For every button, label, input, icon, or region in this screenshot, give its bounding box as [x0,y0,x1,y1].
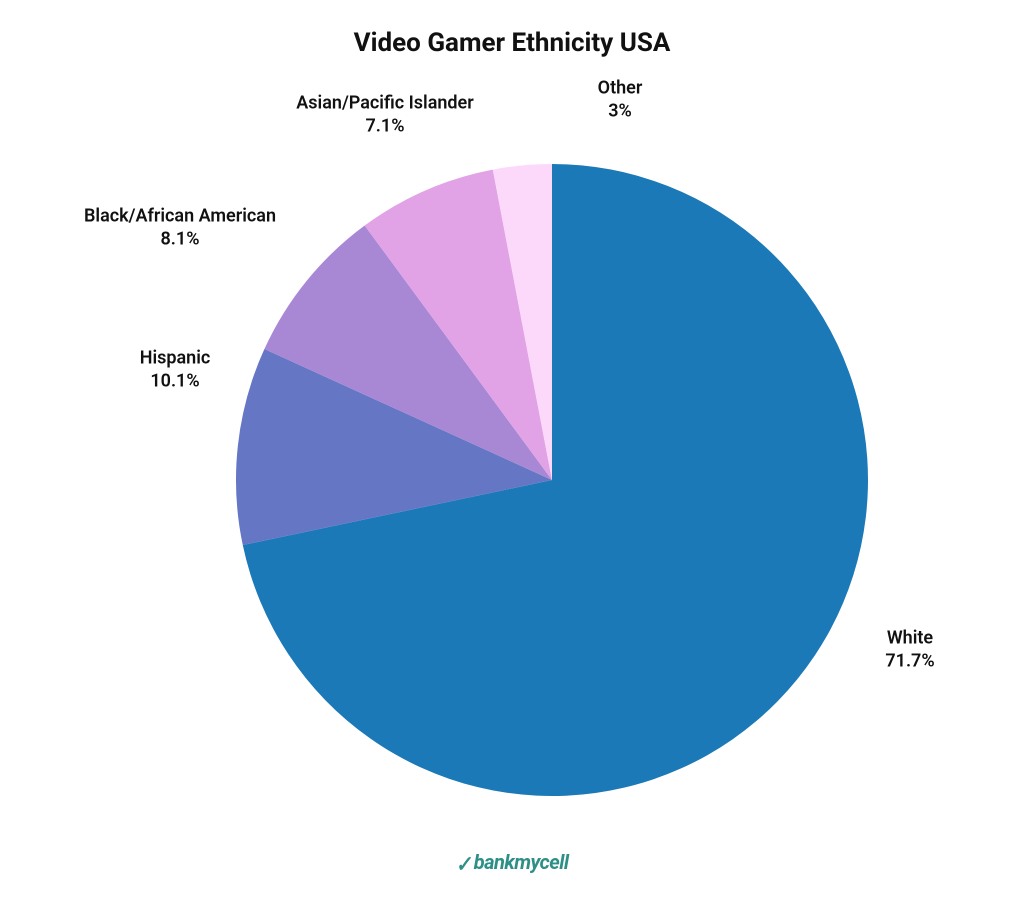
slice-label: Other3% [598,78,643,123]
slice-label-pct: 7.1% [296,115,473,138]
slice-label-name: Asian/Pacific Islander [296,93,473,116]
slice-label-name: Other [598,78,643,101]
slice-label: Asian/Pacific Islander7.1% [296,93,473,138]
slice-label-pct: 71.7% [885,650,934,673]
slice-label-name: Black/African American [84,206,276,229]
logo-swoosh-icon: ✓ [454,851,473,877]
slice-label-pct: 3% [598,100,643,123]
slice-label: Hispanic10.1% [140,348,211,393]
pie-chart [0,0,1024,900]
slice-label-name: Hispanic [140,348,211,371]
slice-label-pct: 8.1% [84,228,276,251]
logo-text: bankmycell [474,850,569,874]
brand-logo: ✓bankmycell [0,850,1024,874]
slice-label: White71.7% [885,628,934,673]
slice-label: Black/African American8.1% [84,206,276,251]
slice-label-pct: 10.1% [140,370,211,393]
slice-label-name: White [885,628,934,651]
